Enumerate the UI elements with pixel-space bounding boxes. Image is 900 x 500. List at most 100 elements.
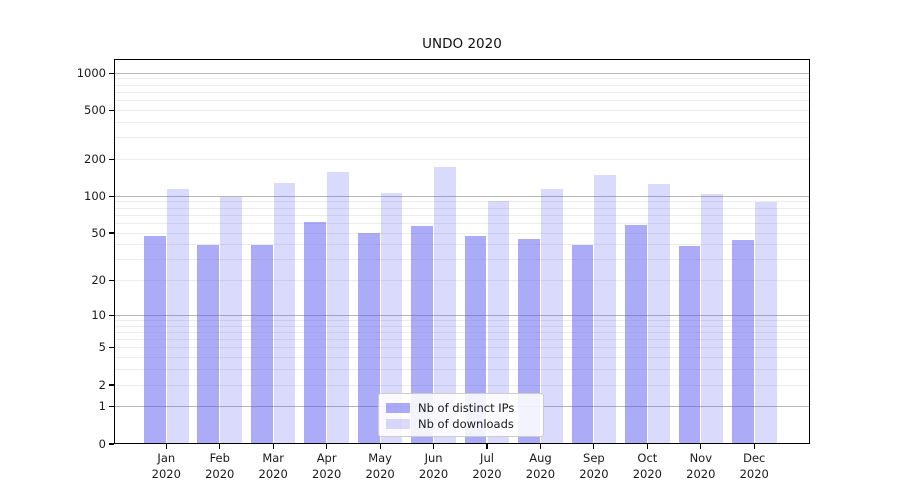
gridline-minor-5 bbox=[114, 347, 810, 349]
x-tick-label-may: May 2020 bbox=[365, 451, 395, 481]
bar-distinct-ips-feb bbox=[197, 244, 220, 444]
bar-distinct-ips-jan bbox=[144, 236, 166, 444]
bar-distinct-ips-apr bbox=[304, 221, 327, 444]
gridline-minor-6 bbox=[114, 339, 810, 341]
gridline-minor-2 bbox=[114, 384, 810, 386]
gridline-minor-300 bbox=[114, 137, 810, 139]
y-tick-label-1: 1 bbox=[98, 399, 106, 414]
y-tick-label-1000: 1000 bbox=[76, 65, 106, 80]
x-tick-apr bbox=[326, 444, 328, 449]
y-tick-label-50: 50 bbox=[91, 225, 106, 240]
gridline-minor-800 bbox=[114, 84, 810, 86]
x-tick-aug bbox=[539, 444, 542, 449]
y-tick-label-20: 20 bbox=[91, 273, 106, 288]
gridline-minor-30 bbox=[114, 259, 810, 261]
plot-area-border bbox=[114, 59, 810, 444]
gridline-10 bbox=[114, 314, 810, 316]
gridline-minor-70 bbox=[114, 214, 810, 216]
x-tick-label-aug: Aug 2020 bbox=[525, 451, 556, 481]
y-tick-label-0: 0 bbox=[98, 436, 106, 451]
bar-downloads-apr bbox=[327, 172, 349, 444]
gridline-minor-500 bbox=[114, 109, 810, 111]
gridline-minor-200 bbox=[114, 158, 810, 160]
y-tick-5 bbox=[109, 347, 114, 349]
x-tick-label-jul: Jul 2020 bbox=[472, 451, 502, 481]
gridline-minor-50 bbox=[114, 232, 810, 234]
bar-downloads-jun bbox=[434, 166, 456, 444]
legend-label-distinct-ips: Nb of distinct IPs bbox=[418, 401, 515, 415]
bar-distinct-ips-sep bbox=[571, 244, 594, 444]
bar-downloads-jul bbox=[487, 200, 510, 444]
y-tick-label-2: 2 bbox=[98, 377, 106, 392]
legend-row-distinct-ips: Nb of distinct IPs bbox=[386, 400, 543, 416]
gridline-minor-700 bbox=[114, 91, 810, 93]
bar-downloads-may bbox=[380, 193, 403, 444]
x-tick-dec bbox=[753, 444, 755, 449]
gridline-minor-3 bbox=[114, 369, 810, 371]
x-tick-jan bbox=[165, 444, 167, 449]
y-tick-label-200: 200 bbox=[84, 151, 106, 166]
gridline-minor-8 bbox=[114, 325, 810, 327]
bar-downloads-nov bbox=[701, 194, 724, 444]
y-tick-2 bbox=[109, 384, 114, 386]
bar-downloads-aug bbox=[540, 188, 563, 444]
y-tick-label-500: 500 bbox=[84, 102, 106, 117]
gridline-1000 bbox=[114, 72, 810, 74]
gridline-minor-60 bbox=[114, 222, 810, 224]
y-tick-100 bbox=[109, 195, 114, 197]
y-tick-label-10: 10 bbox=[91, 307, 106, 322]
y-tick-50 bbox=[109, 232, 114, 234]
gridline-minor-9 bbox=[114, 319, 810, 321]
x-tick-label-dec: Dec 2020 bbox=[739, 451, 769, 481]
x-tick-mar bbox=[272, 444, 274, 449]
x-tick-nov bbox=[700, 444, 702, 449]
legend-label-downloads: Nb of downloads bbox=[418, 417, 514, 431]
x-tick-jul bbox=[486, 444, 488, 449]
gridline-minor-40 bbox=[114, 244, 810, 246]
gridline-minor-600 bbox=[114, 100, 810, 102]
bar-downloads-jan bbox=[166, 188, 189, 444]
chart-title: UNDO 2020 bbox=[422, 36, 502, 52]
y-tick-0 bbox=[109, 443, 114, 445]
x-tick-may bbox=[379, 444, 381, 449]
gridline-minor-4 bbox=[114, 357, 810, 359]
bar-distinct-ips-mar bbox=[250, 244, 273, 444]
gridline-minor-900 bbox=[114, 78, 810, 80]
x-tick-label-jan: Jan 2020 bbox=[151, 451, 181, 481]
y-tick-20 bbox=[109, 280, 114, 282]
x-tick-label-feb: Feb 2020 bbox=[205, 451, 235, 481]
x-tick-label-jun: Jun 2020 bbox=[418, 451, 449, 481]
gridline-minor-400 bbox=[114, 121, 810, 123]
x-tick-label-sep: Sep 2020 bbox=[579, 451, 609, 481]
gridline-minor-80 bbox=[114, 207, 810, 209]
bar-distinct-ips-jun bbox=[411, 226, 434, 444]
bar-distinct-ips-may bbox=[357, 233, 380, 444]
x-tick-jun bbox=[432, 444, 435, 449]
x-tick-label-mar: Mar 2020 bbox=[258, 451, 288, 481]
x-tick-label-nov: Nov 2020 bbox=[686, 451, 716, 481]
x-tick-oct bbox=[646, 444, 648, 449]
bar-distinct-ips-dec bbox=[731, 239, 754, 444]
legend: Nb of distinct IPs Nb of downloads bbox=[378, 393, 544, 437]
x-tick-sep bbox=[593, 444, 595, 449]
gridline-minor-20 bbox=[114, 280, 810, 282]
y-tick-10 bbox=[109, 314, 114, 316]
y-tick-200 bbox=[109, 158, 114, 161]
gridline-minor-7 bbox=[114, 331, 810, 333]
bar-distinct-ips-jul bbox=[464, 236, 487, 444]
y-tick-label-5: 5 bbox=[98, 340, 106, 355]
bar-downloads-dec bbox=[754, 201, 777, 444]
y-tick-1 bbox=[109, 406, 114, 408]
bar-downloads-feb bbox=[220, 197, 243, 444]
bar-downloads-mar bbox=[273, 183, 296, 444]
legend-row-downloads: Nb of downloads bbox=[386, 416, 543, 432]
legend-swatch-distinct-ips bbox=[386, 403, 410, 413]
x-tick-feb bbox=[219, 444, 221, 449]
x-tick-label-apr: Apr 2020 bbox=[312, 451, 342, 481]
gridline-minor-90 bbox=[114, 201, 810, 203]
bar-distinct-ips-nov bbox=[678, 246, 701, 444]
gridline-100 bbox=[114, 195, 810, 197]
bar-downloads-oct bbox=[647, 184, 670, 444]
bar-distinct-ips-oct bbox=[625, 225, 647, 444]
